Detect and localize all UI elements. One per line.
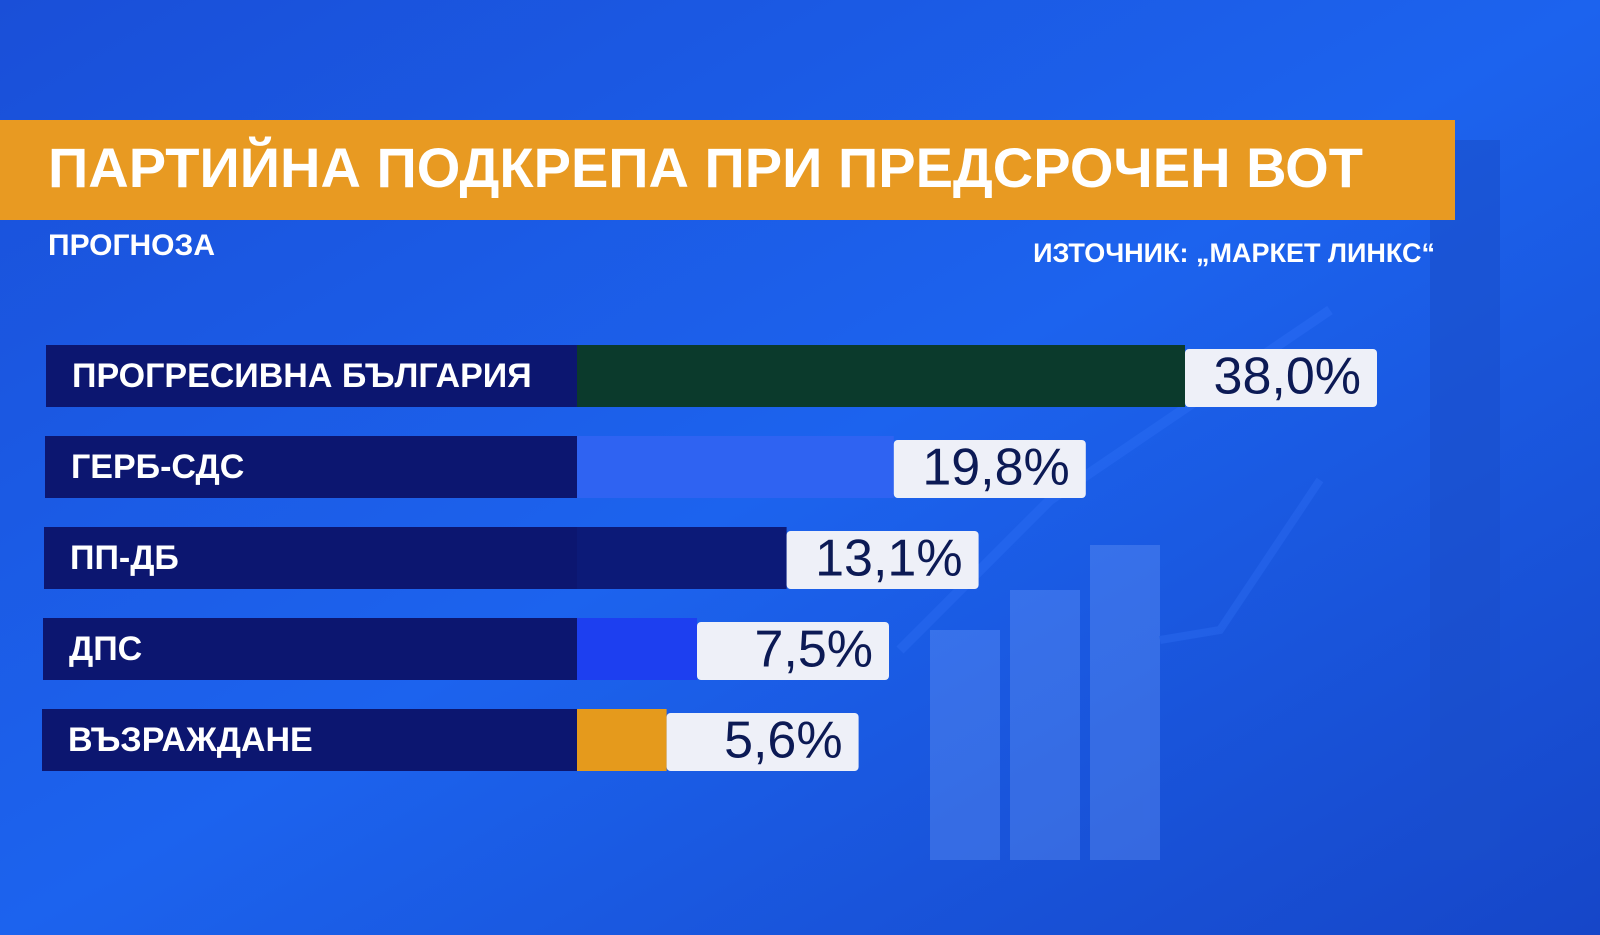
bar xyxy=(577,345,1185,407)
value-label: 7,5% xyxy=(754,621,873,679)
category-label: ВЪЗРАЖДАНЕ xyxy=(68,721,313,759)
category-box xyxy=(46,345,577,407)
value-label: 13,1% xyxy=(815,530,962,588)
bar xyxy=(577,618,697,680)
panel-edge xyxy=(1430,140,1500,860)
bar xyxy=(577,527,787,589)
value-box xyxy=(697,622,889,680)
category-label: ДПС xyxy=(69,630,142,668)
value-label: 5,6% xyxy=(724,712,843,770)
category-box xyxy=(43,618,577,680)
value-box xyxy=(666,713,859,771)
chart-title: ПАРТИЙНА ПОДКРЕПА ПРИ ПРЕДСРОЧЕН ВОТ xyxy=(48,136,1363,199)
category-box xyxy=(42,709,577,771)
bar xyxy=(577,709,667,771)
value-box xyxy=(786,531,979,589)
subtitle: ПРОГНОЗА xyxy=(48,229,215,262)
category-label: ПРОГРЕСИВНА БЪЛГАРИЯ xyxy=(72,357,532,395)
value-label: 38,0% xyxy=(1214,348,1361,406)
bar xyxy=(577,436,894,498)
title-bar xyxy=(0,120,1455,220)
category-box xyxy=(44,527,577,589)
value-box xyxy=(893,440,1086,498)
category-box xyxy=(45,436,577,498)
category-label: ГЕРБ-СДС xyxy=(71,448,244,486)
value-box xyxy=(1185,349,1377,407)
source: ИЗТОЧНИК: „МАРКЕТ ЛИНКС“ xyxy=(1033,238,1435,268)
category-label: ПП-ДБ xyxy=(70,539,179,577)
value-label: 19,8% xyxy=(922,439,1069,497)
